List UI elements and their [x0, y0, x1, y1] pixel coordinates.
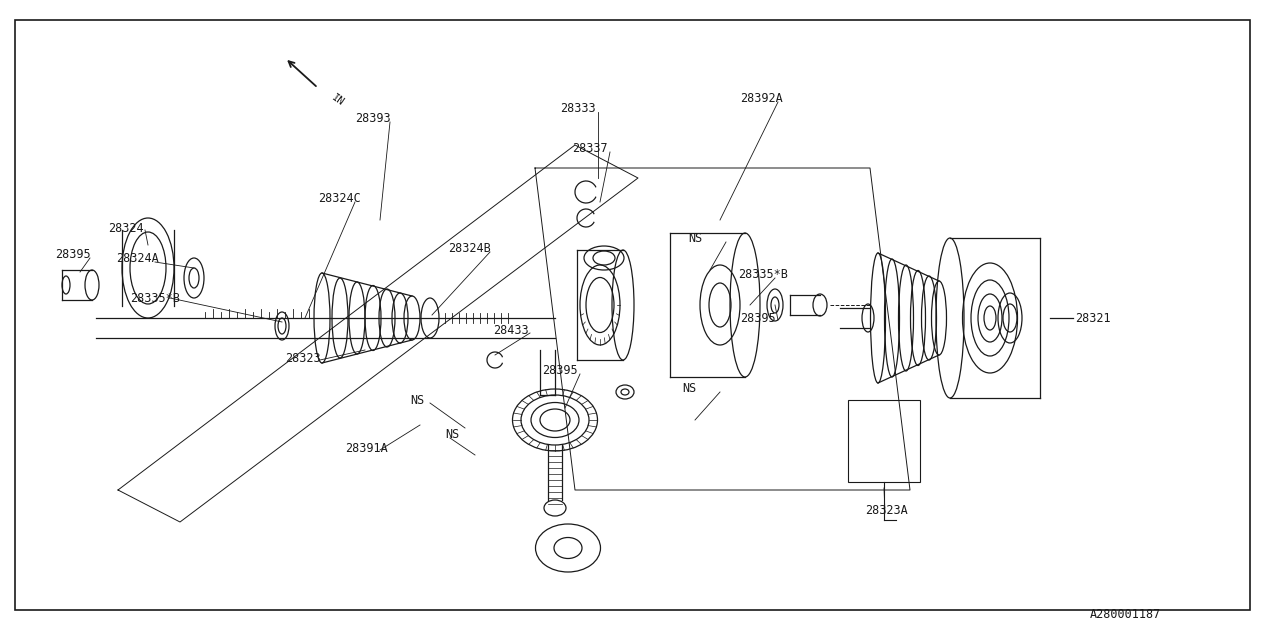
Text: 28324C: 28324C [317, 191, 361, 205]
Text: 28395: 28395 [55, 248, 91, 262]
Text: A280001187: A280001187 [1091, 609, 1161, 621]
Text: 28333: 28333 [561, 102, 595, 115]
Text: 28335*B: 28335*B [131, 291, 180, 305]
Bar [849, 400, 920, 482]
Text: NS: NS [682, 381, 696, 394]
Text: 28392A: 28392A [740, 92, 783, 104]
Text: 28337: 28337 [572, 141, 608, 154]
Text: 28324: 28324 [108, 221, 143, 234]
Text: 28395: 28395 [541, 364, 577, 376]
Text: 28324B: 28324B [448, 241, 490, 255]
Text: 28391A: 28391A [346, 442, 388, 454]
Text: 28323: 28323 [285, 351, 320, 365]
Text: 28433: 28433 [493, 323, 529, 337]
Text: NS: NS [689, 232, 703, 244]
Text: 28335*B: 28335*B [739, 269, 788, 282]
Text: NS: NS [410, 394, 424, 406]
Text: 28321: 28321 [1075, 312, 1111, 324]
Text: NS: NS [445, 429, 460, 442]
Text: 28393: 28393 [355, 111, 390, 125]
Text: 28395: 28395 [740, 312, 776, 324]
Text: 28324A: 28324A [116, 252, 159, 264]
Text: IN: IN [330, 92, 346, 108]
Text: 28323A: 28323A [865, 504, 908, 516]
